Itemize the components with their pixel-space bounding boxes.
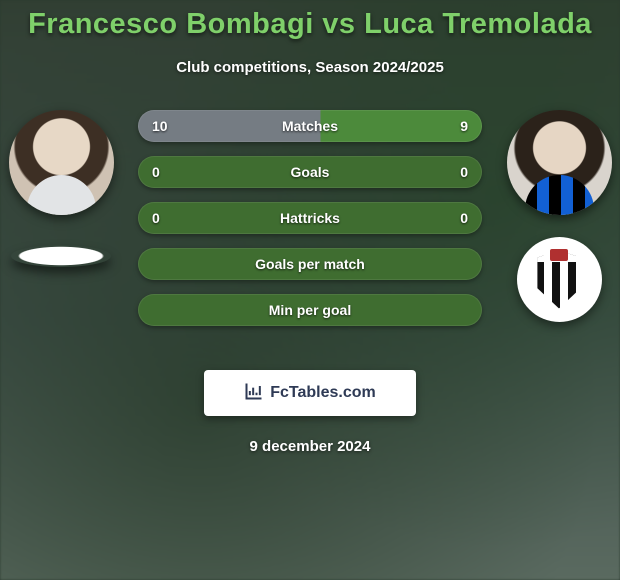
- stat-bar-goals: 0 Goals 0: [138, 156, 482, 188]
- stat-right-value: 0: [446, 202, 482, 234]
- stat-label: Hattricks: [280, 210, 340, 226]
- stat-label: Goals per match: [255, 256, 365, 272]
- stat-bar-hattricks: 0 Hattricks 0: [138, 202, 482, 234]
- player-right-column: [504, 110, 614, 322]
- stat-label: Goals: [291, 164, 330, 180]
- site-logo-text: FcTables.com: [270, 384, 376, 402]
- stat-right-value: 0: [446, 156, 482, 188]
- stat-left-value: 10: [138, 110, 182, 142]
- stat-bar-goals-per-match: Goals per match: [138, 248, 482, 280]
- player-right-club-badge: [517, 237, 602, 322]
- comparison-area: 10 Matches 9 0 Goals 0 0 Hattricks 0 Goals per ma…: [0, 110, 620, 350]
- player-left-avatar: [9, 110, 114, 215]
- site-logo: FcTables.com: [204, 370, 416, 416]
- infographic-root: Francesco Bombagi vs Luca Tremolada Club…: [0, 0, 620, 580]
- stat-left-value: 0: [138, 202, 174, 234]
- stat-label: Matches: [282, 118, 338, 134]
- stat-bar-matches: 10 Matches 9: [138, 110, 482, 142]
- stat-bar-min-per-goal: Min per goal: [138, 294, 482, 326]
- bar-chart-icon: [244, 381, 264, 406]
- player-left-column: [6, 110, 116, 267]
- stat-label: Min per goal: [269, 302, 351, 318]
- player-left-club-badge: [11, 245, 111, 267]
- date-caption: 9 december 2024: [0, 438, 620, 455]
- stat-bars: 10 Matches 9 0 Goals 0 0 Hattricks 0 Goals per ma…: [138, 110, 482, 326]
- player-right-avatar: [507, 110, 612, 215]
- subtitle: Club competitions, Season 2024/2025: [0, 59, 620, 76]
- stat-left-value: 0: [138, 156, 174, 188]
- stat-right-value: 9: [446, 110, 482, 142]
- page-title: Francesco Bombagi vs Luca Tremolada: [0, 0, 620, 41]
